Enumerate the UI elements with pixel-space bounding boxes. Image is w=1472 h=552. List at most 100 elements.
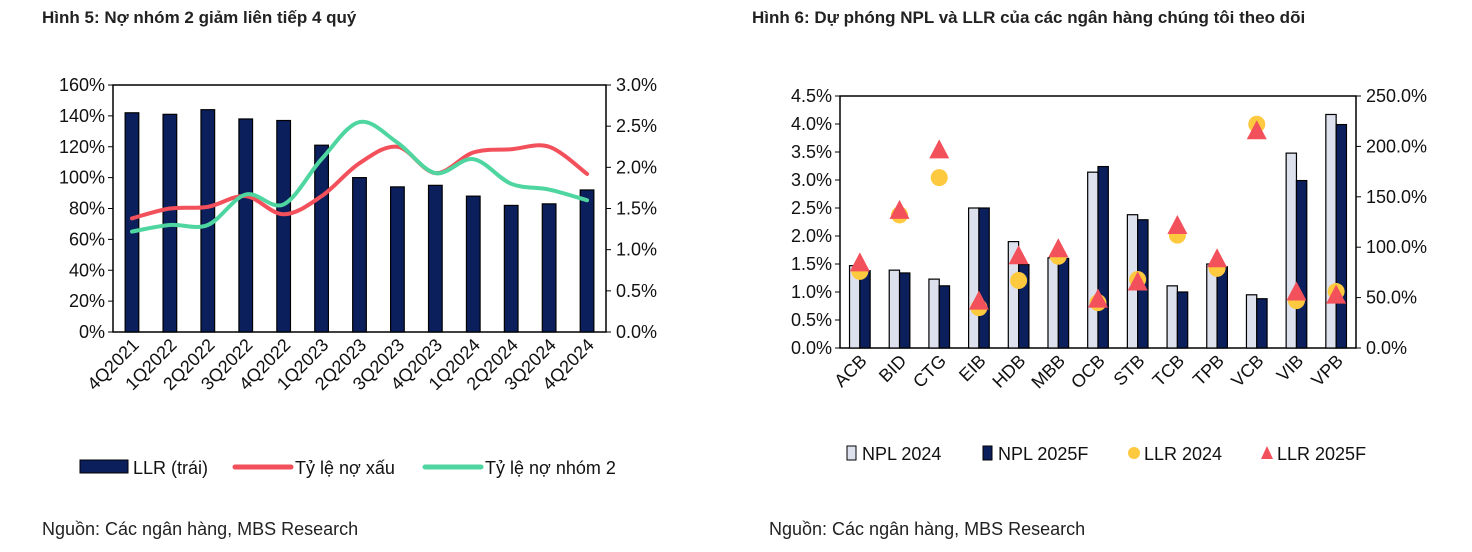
chart-6-llr2025f-point xyxy=(1326,284,1347,304)
chart-6-left-tick-label: 3.5% xyxy=(791,142,832,162)
chart-6-x-label: MBB xyxy=(1027,351,1069,393)
chart-5-left-tick-label: 120% xyxy=(59,137,105,157)
chart-5-left-tick-label: 0% xyxy=(79,322,105,342)
chart-5-right-tick-label: 0.5% xyxy=(616,281,657,301)
chart-6-bar-npl-2025f xyxy=(1097,165,1109,349)
chart-6-right-tick-label: 100.0% xyxy=(1366,237,1427,257)
chart-6-left-tick-label: 3.0% xyxy=(791,170,832,190)
chart-6-llr2025f-point xyxy=(1246,120,1267,140)
chart-6-bar-npl-2024 xyxy=(1245,294,1258,349)
chart-6-x-label: EIB xyxy=(955,351,990,386)
chart-6-source: Nguồn: Các ngân hàng, MBS Research xyxy=(769,519,1086,539)
chart-5-left-tick-label: 20% xyxy=(69,291,105,311)
chart-5-bar-llr-tr-i- xyxy=(465,195,481,333)
chart-6-right-tick-label: 0.0% xyxy=(1366,338,1407,358)
chart-6-x-label: ACB xyxy=(830,351,870,391)
chart-5-right-tick-label: 1.0% xyxy=(616,240,657,260)
chart-5-source: Nguồn: Các ngân hàng, MBS Research xyxy=(42,519,359,539)
chart-6-llr2025f-point xyxy=(849,252,870,272)
chart-5-right-tick-label: 3.0% xyxy=(616,75,657,95)
chart-6-x-label: HDB xyxy=(988,351,1029,392)
legend-label: LLR (trái) xyxy=(133,458,208,478)
legend-label: NPL 2024 xyxy=(862,444,941,464)
chart-6-x-label: CTG xyxy=(909,351,950,392)
chart-6-right-tick-label: 250.0% xyxy=(1366,86,1427,106)
chart-6-bar-npl-2025f xyxy=(938,285,951,349)
legend-swatch-bar xyxy=(846,445,857,461)
chart-6-x-label: VPB xyxy=(1307,351,1347,391)
chart-5-line-series xyxy=(129,119,590,234)
chart-5-left-tick-label: 80% xyxy=(69,199,105,219)
chart-6-bar-npl-2025f xyxy=(978,207,990,349)
chart-6-bar-npl-2024 xyxy=(1166,285,1178,349)
chart-5-right-tick-label: 1.5% xyxy=(616,199,657,219)
legend-label: NPL 2025F xyxy=(998,444,1088,464)
chart-5-title: Hình 5: Nợ nhóm 2 giảm liên tiếp 4 quý xyxy=(42,8,357,27)
legend-label: Tỷ lệ nợ nhóm 2 xyxy=(485,458,616,478)
chart-6-bar-npl-2025f xyxy=(1256,298,1268,349)
chart-6-bar-npl-2024 xyxy=(888,269,901,349)
chart-6-x-label: VCB xyxy=(1227,351,1267,391)
legend-swatch-llr xyxy=(79,459,129,474)
chart-5-right-tick-label: 0.0% xyxy=(616,322,657,342)
chart-5-left-tick-label: 60% xyxy=(69,229,105,249)
chart-6-bar-npl-2025f xyxy=(1335,123,1348,349)
chart-5-bar-llr-tr-i- xyxy=(352,177,367,333)
chart-6-bar-npl-2025f xyxy=(898,272,911,349)
chart-5-bar-llr-tr-i- xyxy=(276,119,292,333)
chart-5-right-tick-label: 2.5% xyxy=(616,116,657,136)
chart-6-bar-npl-2024 xyxy=(1047,257,1059,349)
chart-5-left-tick-label: 100% xyxy=(59,168,105,188)
chart-6-left-tick-label: 1.0% xyxy=(791,282,832,302)
chart-6-bar-npl-2025f xyxy=(1176,291,1189,349)
chart-6-x-label: TCB xyxy=(1149,351,1189,391)
chart-6-llr2025f-point xyxy=(1088,288,1108,308)
chart-5-bar-llr-tr-i- xyxy=(124,112,140,333)
chart-5-left-tick-label: 40% xyxy=(69,260,105,280)
chart-6-llr2024-point xyxy=(930,169,948,187)
chart-6-left-tick-label: 0.5% xyxy=(791,310,832,330)
chart-6-x-label: BID xyxy=(875,351,910,386)
chart-6-x-label: STB xyxy=(1110,351,1149,390)
chart-6-llr2025f-point xyxy=(1167,215,1188,235)
chart-6-left-tick-label: 2.5% xyxy=(791,198,832,218)
chart-6-llr2025f-point xyxy=(968,290,989,310)
chart-5-line-series xyxy=(129,143,590,221)
chart-6-llr2025f-point xyxy=(1286,281,1307,301)
chart-5-bar-llr-tr-i- xyxy=(427,184,443,333)
chart-6-llr2025f-point xyxy=(1207,248,1228,268)
chart-6-bar-npl-2025f xyxy=(1018,263,1030,349)
chart-6-left-tick-label: 1.5% xyxy=(791,254,832,274)
chart-6-bar-npl-2025f xyxy=(1057,257,1070,349)
chart-5-bar-llr-tr-i- xyxy=(579,189,595,333)
chart-6-llr2025f-point xyxy=(1008,245,1029,265)
chart-6-llr2025f-point xyxy=(889,199,910,219)
chart-6-llr2025f-point xyxy=(1048,238,1069,258)
chart-5-bar-llr-tr-i- xyxy=(389,186,405,333)
legend-swatch-triangle xyxy=(1261,446,1273,459)
chart-6-llr2025f-point xyxy=(1127,271,1148,291)
chart-5-bar-llr-tr-i- xyxy=(503,204,519,333)
chart-6-bar-npl-2024 xyxy=(1285,152,1298,349)
chart-6-right-tick-label: 150.0% xyxy=(1366,187,1427,207)
chart-5-bar-llr-tr-i- xyxy=(541,203,557,333)
chart-6-left-tick-label: 4.0% xyxy=(791,114,832,134)
legend-swatch-bar xyxy=(982,445,993,461)
chart-6-llr2025f-point xyxy=(929,139,950,159)
chart-5-left-tick-label: 140% xyxy=(59,106,105,126)
legend-label: LLR 2024 xyxy=(1144,444,1222,464)
chart-6-llr2024-point xyxy=(1010,271,1028,289)
chart-6-bar-npl-2024 xyxy=(1087,171,1099,349)
chart-6-right-tick-label: 50.0% xyxy=(1366,288,1417,308)
chart-6-bar-npl-2024 xyxy=(968,207,980,349)
chart-6-x-label: VIB xyxy=(1273,351,1308,386)
chart-6-left-tick-label: 4.5% xyxy=(791,86,832,106)
chart-6-bar-npl-2025f xyxy=(859,270,871,349)
chart-6-left-tick-label: 0.0% xyxy=(791,338,832,358)
chart-6-bar-npl-2024 xyxy=(1325,113,1337,349)
chart-5-right-tick-label: 2.0% xyxy=(616,157,657,177)
chart-5-bar-llr-tr-i- xyxy=(238,118,254,333)
legend-label: Tỷ lệ nợ xấu xyxy=(295,458,395,478)
